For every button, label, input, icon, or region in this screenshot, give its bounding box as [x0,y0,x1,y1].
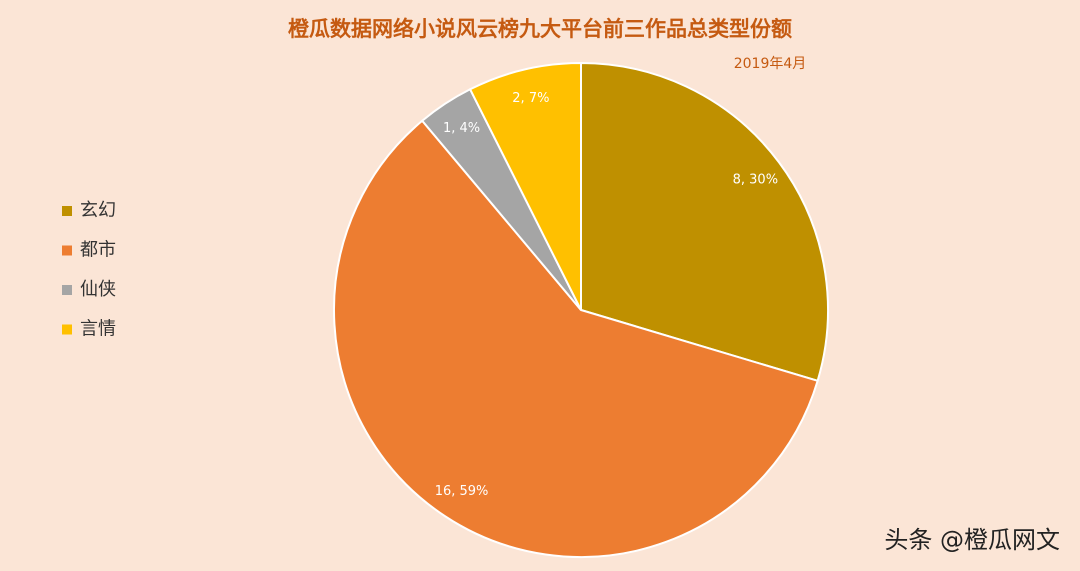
legend-label: 言情 [80,319,116,340]
chart-subtitle: 2019年4月 [734,56,807,72]
data-label: 1, 4% [443,121,480,136]
legend-label: 仙侠 [80,279,116,300]
legend-swatch [62,245,72,256]
legend-swatch [62,324,72,335]
pie-slice [580,61,829,383]
data-label: 2, 7% [512,91,549,106]
legend-label: 都市 [80,240,116,261]
pie-slice [468,61,582,311]
data-label: 16, 59% [435,484,489,499]
data-label: 8, 30% [733,173,778,188]
legend-swatch [62,285,72,295]
chart-title: 橙瓜数据网络小说风云榜九大平台前三作品总类型份额 [288,17,792,41]
legend-label: 玄幻 [80,200,116,221]
watermark: 头条 @橙瓜网文 [884,526,1060,554]
pie-slice [333,119,819,558]
legend-swatch [62,206,72,216]
